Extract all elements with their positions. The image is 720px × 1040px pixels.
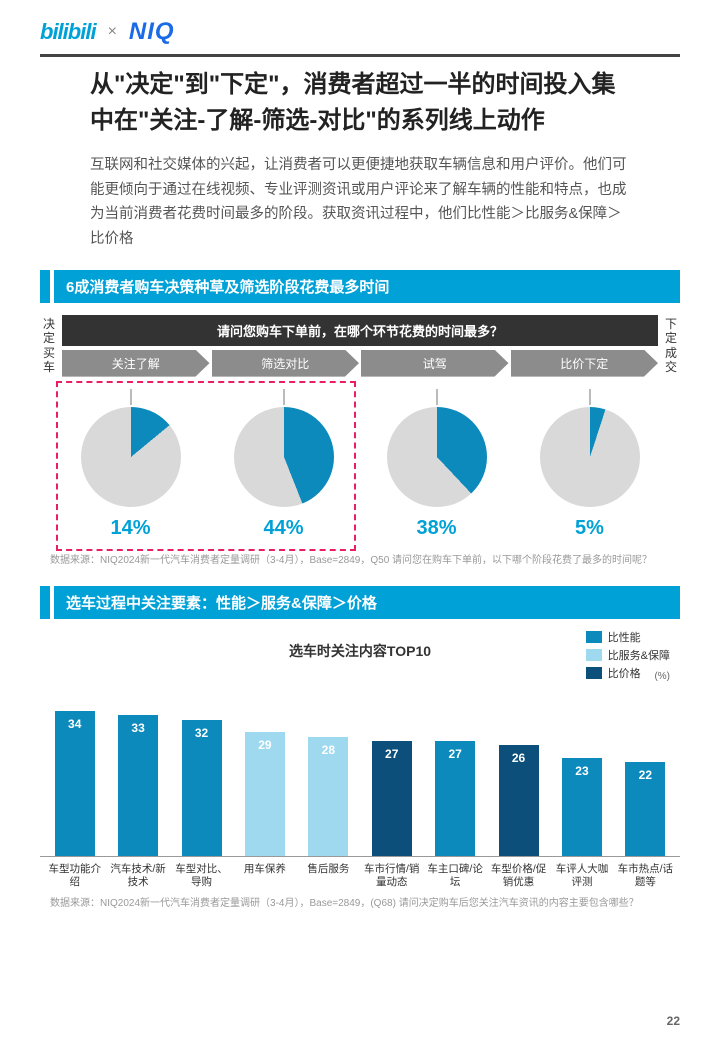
legend-item: 比性能 — [586, 629, 670, 645]
bar-value: 33 — [131, 715, 144, 735]
bar: 27 — [363, 741, 420, 856]
bar-value: 22 — [639, 762, 652, 782]
logo-row: bilibili × NIQ — [0, 0, 720, 54]
bar-category-label: 售后服务 — [300, 863, 357, 889]
section2-banner-text: 选车过程中关注要素：性能＞服务&保障＞价格 — [54, 586, 680, 619]
bar-value: 28 — [322, 737, 335, 757]
bar: 27 — [426, 741, 483, 856]
chart-unit: (%) — [40, 671, 680, 682]
bar-category-label: 车市热点/话题等 — [617, 863, 674, 889]
bar: 32 — [173, 720, 230, 856]
logo-separator: × — [108, 23, 117, 41]
chart-title: 选车时关注内容TOP10 — [40, 629, 680, 661]
bar-category-label: 车主口碑/论坛 — [426, 863, 483, 889]
pie-percent-label: 38% — [416, 517, 456, 540]
pie-charts-row: 14% 44% 38% 5% — [40, 383, 680, 546]
pie-percent-label: 5% — [575, 517, 604, 540]
intro-paragraph: 互联网和社交媒体的兴起，让消费者可以更便捷地获取车辆信息和用户评价。他们可能更倾… — [40, 139, 680, 252]
bar-chart: 比性能比服务&保障比价格 选车时关注内容TOP10 (%) 34 33 32 29 28… — [40, 629, 680, 889]
page-number: 22 — [667, 1014, 680, 1028]
legend-item: 比价格 — [586, 665, 670, 681]
pie-chart: 5% — [517, 389, 662, 540]
pie-percent-label: 14% — [110, 517, 150, 540]
flow-stage-arrow: 关注了解 — [62, 350, 210, 377]
bar: 29 — [236, 732, 293, 855]
bar-category-label: 车型对比、导购 — [173, 863, 230, 889]
bar-value: 29 — [258, 732, 271, 752]
flow-left-label: 决定买车 — [40, 315, 58, 377]
section1-banner-text: 6成消费者购车决策种草及筛选阶段花费最多时间 — [54, 270, 680, 303]
section2-banner: 选车过程中关注要素：性能＞服务&保障＞价格 — [40, 586, 680, 619]
chart-legend: 比性能比服务&保障比价格 — [586, 629, 670, 683]
bar: 22 — [617, 762, 674, 856]
bar-value: 27 — [385, 741, 398, 761]
legend-item: 比服务&保障 — [586, 647, 670, 663]
bar-category-label: 车市行情/销量动态 — [363, 863, 420, 889]
flow-question: 请问您购车下单前，在哪个环节花费的时间最多？ — [62, 315, 658, 346]
bar-category-label: 车型价格/促销优惠 — [490, 863, 547, 889]
niq-logo: NIQ — [129, 18, 175, 46]
bar-value: 26 — [512, 745, 525, 765]
flow-stage-arrow: 筛选对比 — [212, 350, 360, 377]
pie-chart: 38% — [364, 389, 509, 540]
bar-category-label: 汽车技术/新技术 — [109, 863, 166, 889]
flow-right-label: 下定成交 — [662, 315, 680, 377]
bar-category-label: 车评人大咖评测 — [553, 863, 610, 889]
pie-percent-label: 44% — [263, 517, 303, 540]
bar: 23 — [553, 758, 610, 856]
pie-chart: 14% — [58, 389, 203, 540]
pie-chart: 44% — [211, 389, 356, 540]
section2-source: 数据来源：NIQ2024新一代汽车消费者定量调研（3-4月），Base=2849… — [50, 897, 670, 911]
bar-value: 34 — [68, 711, 81, 731]
bar-value: 23 — [575, 758, 588, 778]
flow-stage-arrow: 比价下定 — [511, 350, 659, 377]
bar-value: 32 — [195, 720, 208, 740]
bar: 26 — [490, 745, 547, 856]
bar-value: 27 — [448, 741, 461, 761]
bar: 28 — [300, 737, 357, 856]
flow-stage-arrow: 试驾 — [361, 350, 509, 377]
bar: 33 — [109, 715, 166, 855]
bilibili-logo: bilibili — [40, 19, 96, 45]
bar: 34 — [46, 711, 103, 856]
page-title: 从"决定"到"下定"，消费者超过一半的时间投入集中在"关注-了解-筛选-对比"的… — [40, 54, 680, 139]
flow-diagram: 决定买车 请问您购车下单前，在哪个环节花费的时间最多？ 关注了解筛选对比试驾比价… — [40, 315, 680, 377]
bar-category-label: 用车保养 — [236, 863, 293, 889]
section1-banner: 6成消费者购车决策种草及筛选阶段花费最多时间 — [40, 270, 680, 303]
section1-source: 数据来源：NIQ2024新一代汽车消费者定量调研（3-4月），Base=2849… — [50, 554, 670, 568]
bar-category-label: 车型功能介绍 — [46, 863, 103, 889]
